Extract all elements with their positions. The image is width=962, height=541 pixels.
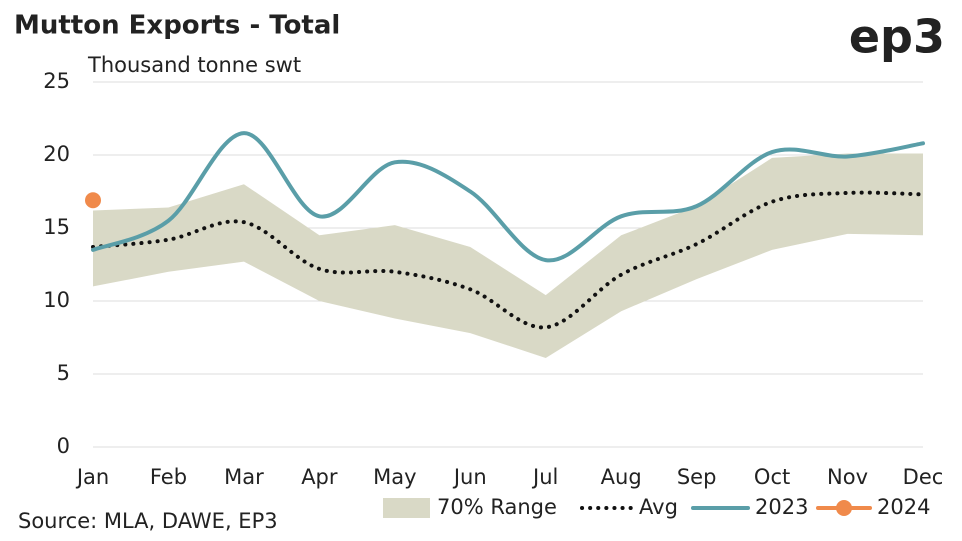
y-axis-label: Thousand tonne swt: [87, 53, 301, 77]
x-tick-label: Sep: [677, 465, 717, 489]
y-tick-label: 20: [43, 142, 70, 166]
x-tick-label: Jul: [531, 465, 558, 489]
x-tick-label: Nov: [827, 465, 868, 489]
x-tick-label: Feb: [150, 465, 187, 489]
y-tick-label: 25: [43, 69, 70, 93]
chart-title: Mutton Exports - Total: [14, 11, 340, 41]
series-line: [91, 131, 925, 263]
y-tick-label: 10: [43, 288, 70, 312]
range-band: [93, 153, 923, 358]
legend-swatch: [383, 498, 430, 518]
y-tick-label: 5: [57, 361, 70, 385]
legend-marker: [836, 500, 852, 516]
x-tick-label: Dec: [903, 465, 944, 489]
series-point: [85, 192, 101, 209]
logo: ep3: [849, 10, 945, 64]
x-tick-label: Jun: [452, 465, 487, 489]
x-tick-label: Mar: [224, 465, 264, 489]
legend-label: 2024: [877, 495, 930, 519]
source: Source: MLA, DAWE, EP3: [18, 509, 278, 533]
x-tick-label: May: [373, 465, 416, 489]
x-tick-label: Oct: [754, 465, 790, 489]
y-tick-label: 0: [57, 434, 70, 458]
x-tick-label: Aug: [601, 465, 642, 489]
series-line: [91, 190, 925, 330]
y-tick-label: 15: [43, 215, 70, 239]
legend-label: 2023: [755, 495, 808, 519]
legend-label: 70% Range: [437, 495, 557, 519]
legend-label: Avg: [639, 495, 678, 519]
x-tick-label: Jan: [75, 465, 109, 489]
x-tick-label: Apr: [301, 465, 338, 489]
